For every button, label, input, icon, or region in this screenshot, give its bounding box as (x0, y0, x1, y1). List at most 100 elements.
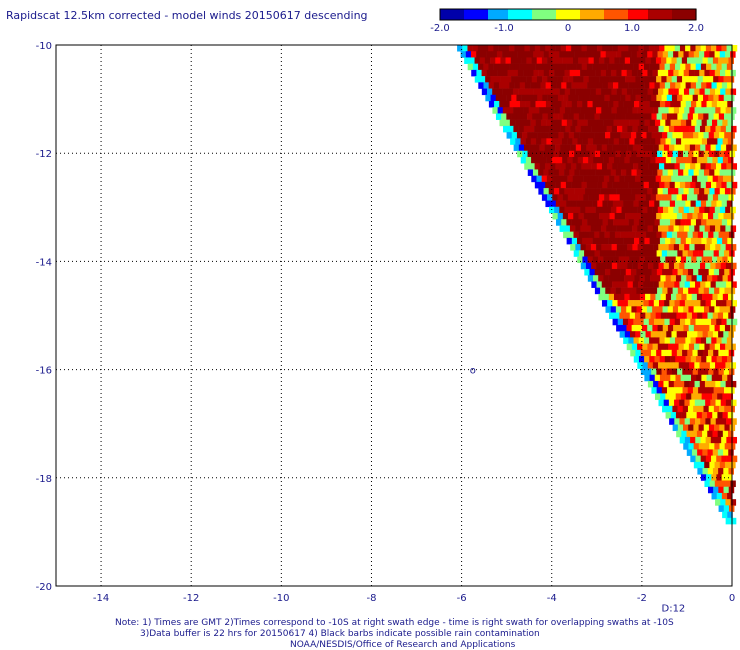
data-cell (616, 51, 622, 58)
data-cell (472, 63, 479, 71)
data-cell (590, 69, 596, 77)
data-cell (714, 324, 721, 332)
data-cell (634, 237, 640, 245)
data-cell (703, 368, 709, 376)
data-cell (563, 231, 569, 239)
data-cell (569, 169, 575, 176)
data-cell (686, 275, 692, 282)
data-cell (686, 293, 693, 301)
data-cell (584, 169, 591, 176)
data-cell (657, 188, 664, 195)
colorbar-tick-label: -2.0 (430, 23, 450, 34)
data-cell (560, 163, 566, 170)
data-cell (490, 94, 497, 102)
data-cell (698, 405, 704, 413)
data-cell (683, 169, 689, 176)
data-cell (719, 443, 726, 450)
data-cell (564, 107, 571, 114)
data-cell (726, 418, 732, 425)
data-cell (639, 275, 646, 282)
data-cell (708, 405, 715, 413)
data-cell (575, 107, 581, 114)
data-cell (672, 169, 679, 176)
data-cell (704, 480, 710, 488)
data-cell (614, 231, 621, 239)
data-cell (719, 405, 725, 413)
data-cell (696, 412, 703, 419)
data-cell (655, 275, 661, 282)
data-cell (457, 45, 463, 52)
y-tick-label: -16 (36, 366, 52, 377)
data-cell (627, 107, 633, 114)
data-cell (521, 76, 527, 83)
data-cell (565, 144, 571, 152)
data-cell (547, 76, 553, 83)
data-cell (680, 200, 686, 208)
data-cell (588, 212, 595, 220)
data-cell (717, 156, 724, 164)
data-cell (727, 492, 733, 500)
data-cell (552, 57, 558, 64)
data-cell (670, 374, 676, 382)
data-cell (719, 69, 726, 77)
data-cell (519, 45, 525, 52)
data-cell (624, 175, 631, 183)
data-cell (589, 250, 595, 257)
data-cell (498, 63, 505, 71)
data-cell (651, 132, 658, 139)
colorbar-segment (656, 9, 661, 20)
data-cell (627, 262, 633, 270)
data-cell (550, 45, 556, 52)
data-cell (623, 82, 629, 89)
data-cell (602, 237, 609, 245)
data-cell (703, 405, 709, 413)
data-cell (642, 343, 648, 351)
data-cell (513, 107, 519, 114)
data-cell (611, 225, 617, 232)
data-cell (677, 132, 684, 139)
data-cell (662, 206, 669, 214)
data-cell (725, 362, 731, 369)
data-cell (702, 293, 708, 301)
data-cell (710, 163, 717, 170)
data-cell (672, 150, 679, 158)
data-cell (690, 82, 697, 89)
data-cell (677, 94, 683, 102)
data-cell (727, 374, 733, 382)
data-cell (664, 82, 671, 89)
x-tick-label: -6 (457, 593, 467, 604)
data-cell (565, 45, 572, 52)
data-cell (705, 144, 711, 152)
data-cell (614, 312, 620, 320)
data-cell (609, 212, 615, 220)
data-cell (645, 212, 652, 220)
data-cell (494, 100, 500, 108)
data-cell (712, 312, 719, 320)
data-cell (683, 324, 689, 332)
data-cell (686, 256, 692, 264)
data-cell (716, 200, 722, 208)
data-cell (533, 51, 539, 58)
data-cell (697, 368, 704, 376)
data-cell (664, 356, 671, 363)
data-cell (523, 69, 529, 77)
data-cell (731, 125, 737, 133)
data-cell (670, 412, 677, 419)
data-cell (577, 100, 583, 108)
data-cell (680, 63, 686, 71)
data-cell (711, 100, 718, 108)
data-cell (705, 318, 712, 326)
data-cell (669, 144, 675, 152)
data-cell (657, 343, 664, 351)
data-cell (572, 119, 578, 127)
data-cell (491, 69, 498, 77)
colorbar-segment (620, 9, 625, 20)
colorbar-segment (652, 9, 657, 20)
data-cell (701, 374, 707, 382)
data-cell (672, 287, 679, 295)
data-cell (724, 324, 731, 332)
data-cell (602, 100, 609, 108)
data-cell (566, 63, 572, 71)
data-cell (719, 268, 725, 276)
data-cell (644, 374, 650, 382)
